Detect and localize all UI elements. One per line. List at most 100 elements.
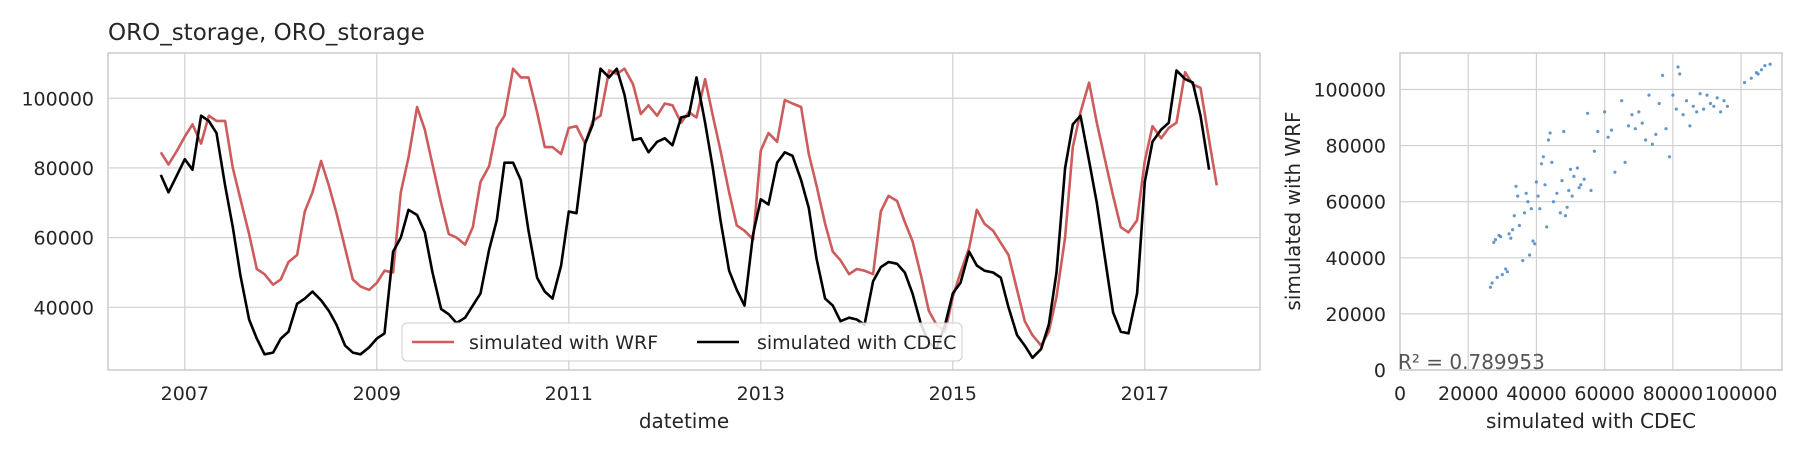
scatter-point xyxy=(1562,129,1566,134)
scatter-point xyxy=(1521,259,1525,263)
scatter-point xyxy=(1555,191,1559,195)
scatter-point xyxy=(1533,242,1537,246)
scatter-y-tick-label: 60000 xyxy=(1326,192,1386,214)
scatter-point xyxy=(1579,183,1583,187)
scatter-point xyxy=(1575,166,1579,170)
scatter-point xyxy=(1667,155,1671,159)
scatter-point xyxy=(1526,200,1530,204)
scatter-point xyxy=(1543,183,1547,187)
scatter-y-tick-label: 100000 xyxy=(1313,79,1386,101)
scatter-point xyxy=(1654,132,1658,136)
line-y-tick-label: 80000 xyxy=(34,158,94,180)
scatter-point xyxy=(1522,211,1527,215)
scatter-point xyxy=(1567,188,1571,193)
scatter-point xyxy=(1759,68,1764,72)
scatter-point xyxy=(1633,127,1637,131)
scatter-point xyxy=(1606,135,1610,139)
scatter-point xyxy=(1563,214,1567,218)
scatter-point xyxy=(1626,124,1631,128)
scatter-point xyxy=(1630,113,1634,117)
scatter-point xyxy=(1499,235,1503,239)
scatter-point xyxy=(1688,124,1692,128)
line-plot-frame xyxy=(107,52,1261,371)
scatter-point xyxy=(1558,211,1562,215)
scatter-y-tick-label: 0 xyxy=(1374,360,1386,382)
scatter-x-tick-label: 40000 xyxy=(1506,383,1566,405)
scatter-point xyxy=(1572,174,1576,178)
line-y-tick-label: 60000 xyxy=(34,228,94,250)
scatter-y-tick-labels: 0 20000 40000 60000 80000 100000 xyxy=(1313,79,1386,382)
scatter-point xyxy=(1528,253,1532,257)
scatter-chart-panel: 0 20000 40000 60000 80000 100000 020000400006… xyxy=(1281,52,1783,433)
scatter-point xyxy=(1548,131,1552,135)
scatter-y-axis-label: simulated with WRF xyxy=(1281,111,1305,310)
line-x-axis-label: datetime xyxy=(639,409,729,433)
scatter-point xyxy=(1539,162,1544,166)
scatter-point xyxy=(1650,142,1654,146)
scatter-point xyxy=(1705,93,1709,97)
scatter-point xyxy=(1541,155,1545,159)
scatter-point xyxy=(1678,72,1682,76)
scatter-x-tick-label: 0 xyxy=(1394,383,1406,405)
scatter-point xyxy=(1490,281,1494,285)
scatter-point xyxy=(1568,167,1573,171)
legend-label-wrf: simulated with WRF xyxy=(469,332,658,354)
scatter-point xyxy=(1725,104,1729,108)
scatter-x-tick-label: 100000 xyxy=(1705,383,1778,405)
scatter-point xyxy=(1756,72,1760,76)
scatter-point xyxy=(1545,225,1549,229)
scatter-point xyxy=(1695,110,1699,114)
scatter-point xyxy=(1507,232,1511,236)
scatter-point xyxy=(1500,273,1504,277)
scatter-x-tick-label: 20000 xyxy=(1438,383,1498,405)
scatter-point xyxy=(1538,207,1542,211)
scatter-point xyxy=(1509,236,1513,240)
scatter-plot-area xyxy=(1400,53,1782,370)
scatter-point xyxy=(1664,127,1668,131)
scatter-point xyxy=(1661,73,1665,77)
line-x-tick-label: 2009 xyxy=(353,383,401,405)
scatter-point xyxy=(1719,110,1723,114)
line-x-tick-labels: 2007 2009 2011 2013 2015 2017 xyxy=(161,383,1169,405)
scatter-point xyxy=(1565,205,1569,209)
series-line-cdec xyxy=(159,67,1211,360)
scatter-point xyxy=(1647,93,1651,97)
scatter-point xyxy=(1493,238,1498,242)
scatter-point xyxy=(1623,160,1627,164)
scatter-point xyxy=(1644,138,1648,142)
scatter-point xyxy=(1620,99,1624,103)
scatter-y-tick-label: 40000 xyxy=(1326,248,1386,270)
line-x-tick-label: 2015 xyxy=(929,383,977,405)
line-x-tick-label: 2013 xyxy=(737,383,785,405)
line-grid xyxy=(108,53,1260,370)
scatter-point xyxy=(1715,96,1719,100)
scatter-point xyxy=(1681,113,1685,117)
scatter-point xyxy=(1505,270,1509,274)
scatter-point xyxy=(1603,110,1607,114)
scatter-point xyxy=(1676,65,1680,69)
scatter-point xyxy=(1671,93,1675,97)
line-chart-panel: 2007 2009 2011 2013 2015 2017 40000 60000 80000… xyxy=(21,20,1261,433)
scatter-x-tick-label: 80000 xyxy=(1643,383,1703,405)
scatter-x-tick-labels: 0 20000 40000 60000 80000 100000 xyxy=(1394,383,1777,405)
scatter-y-tick-label: 80000 xyxy=(1326,136,1386,158)
line-chart-title: ORO_storage, ORO_storage xyxy=(108,20,425,46)
line-y-tick-label: 40000 xyxy=(34,297,94,319)
scatter-point xyxy=(1514,184,1518,188)
scatter-point xyxy=(1609,128,1614,132)
line-y-tick-label: 100000 xyxy=(21,88,94,110)
scatter-point xyxy=(1531,239,1535,243)
line-series-group xyxy=(159,67,1219,360)
scatter-point xyxy=(1708,101,1712,106)
scatter-point xyxy=(1637,110,1641,114)
scatter-point xyxy=(1504,267,1508,271)
scatter-point xyxy=(1763,64,1767,68)
scatter-point xyxy=(1511,228,1515,232)
scatter-x-axis-label: simulated with CDEC xyxy=(1486,409,1696,433)
legend: simulated with WRF simulated with CDEC xyxy=(401,322,963,362)
r-squared-annotation: R² = 0.789953 xyxy=(1398,350,1545,374)
scatter-point xyxy=(1613,170,1617,174)
scatter-point xyxy=(1582,177,1586,181)
legend-box xyxy=(401,322,963,362)
